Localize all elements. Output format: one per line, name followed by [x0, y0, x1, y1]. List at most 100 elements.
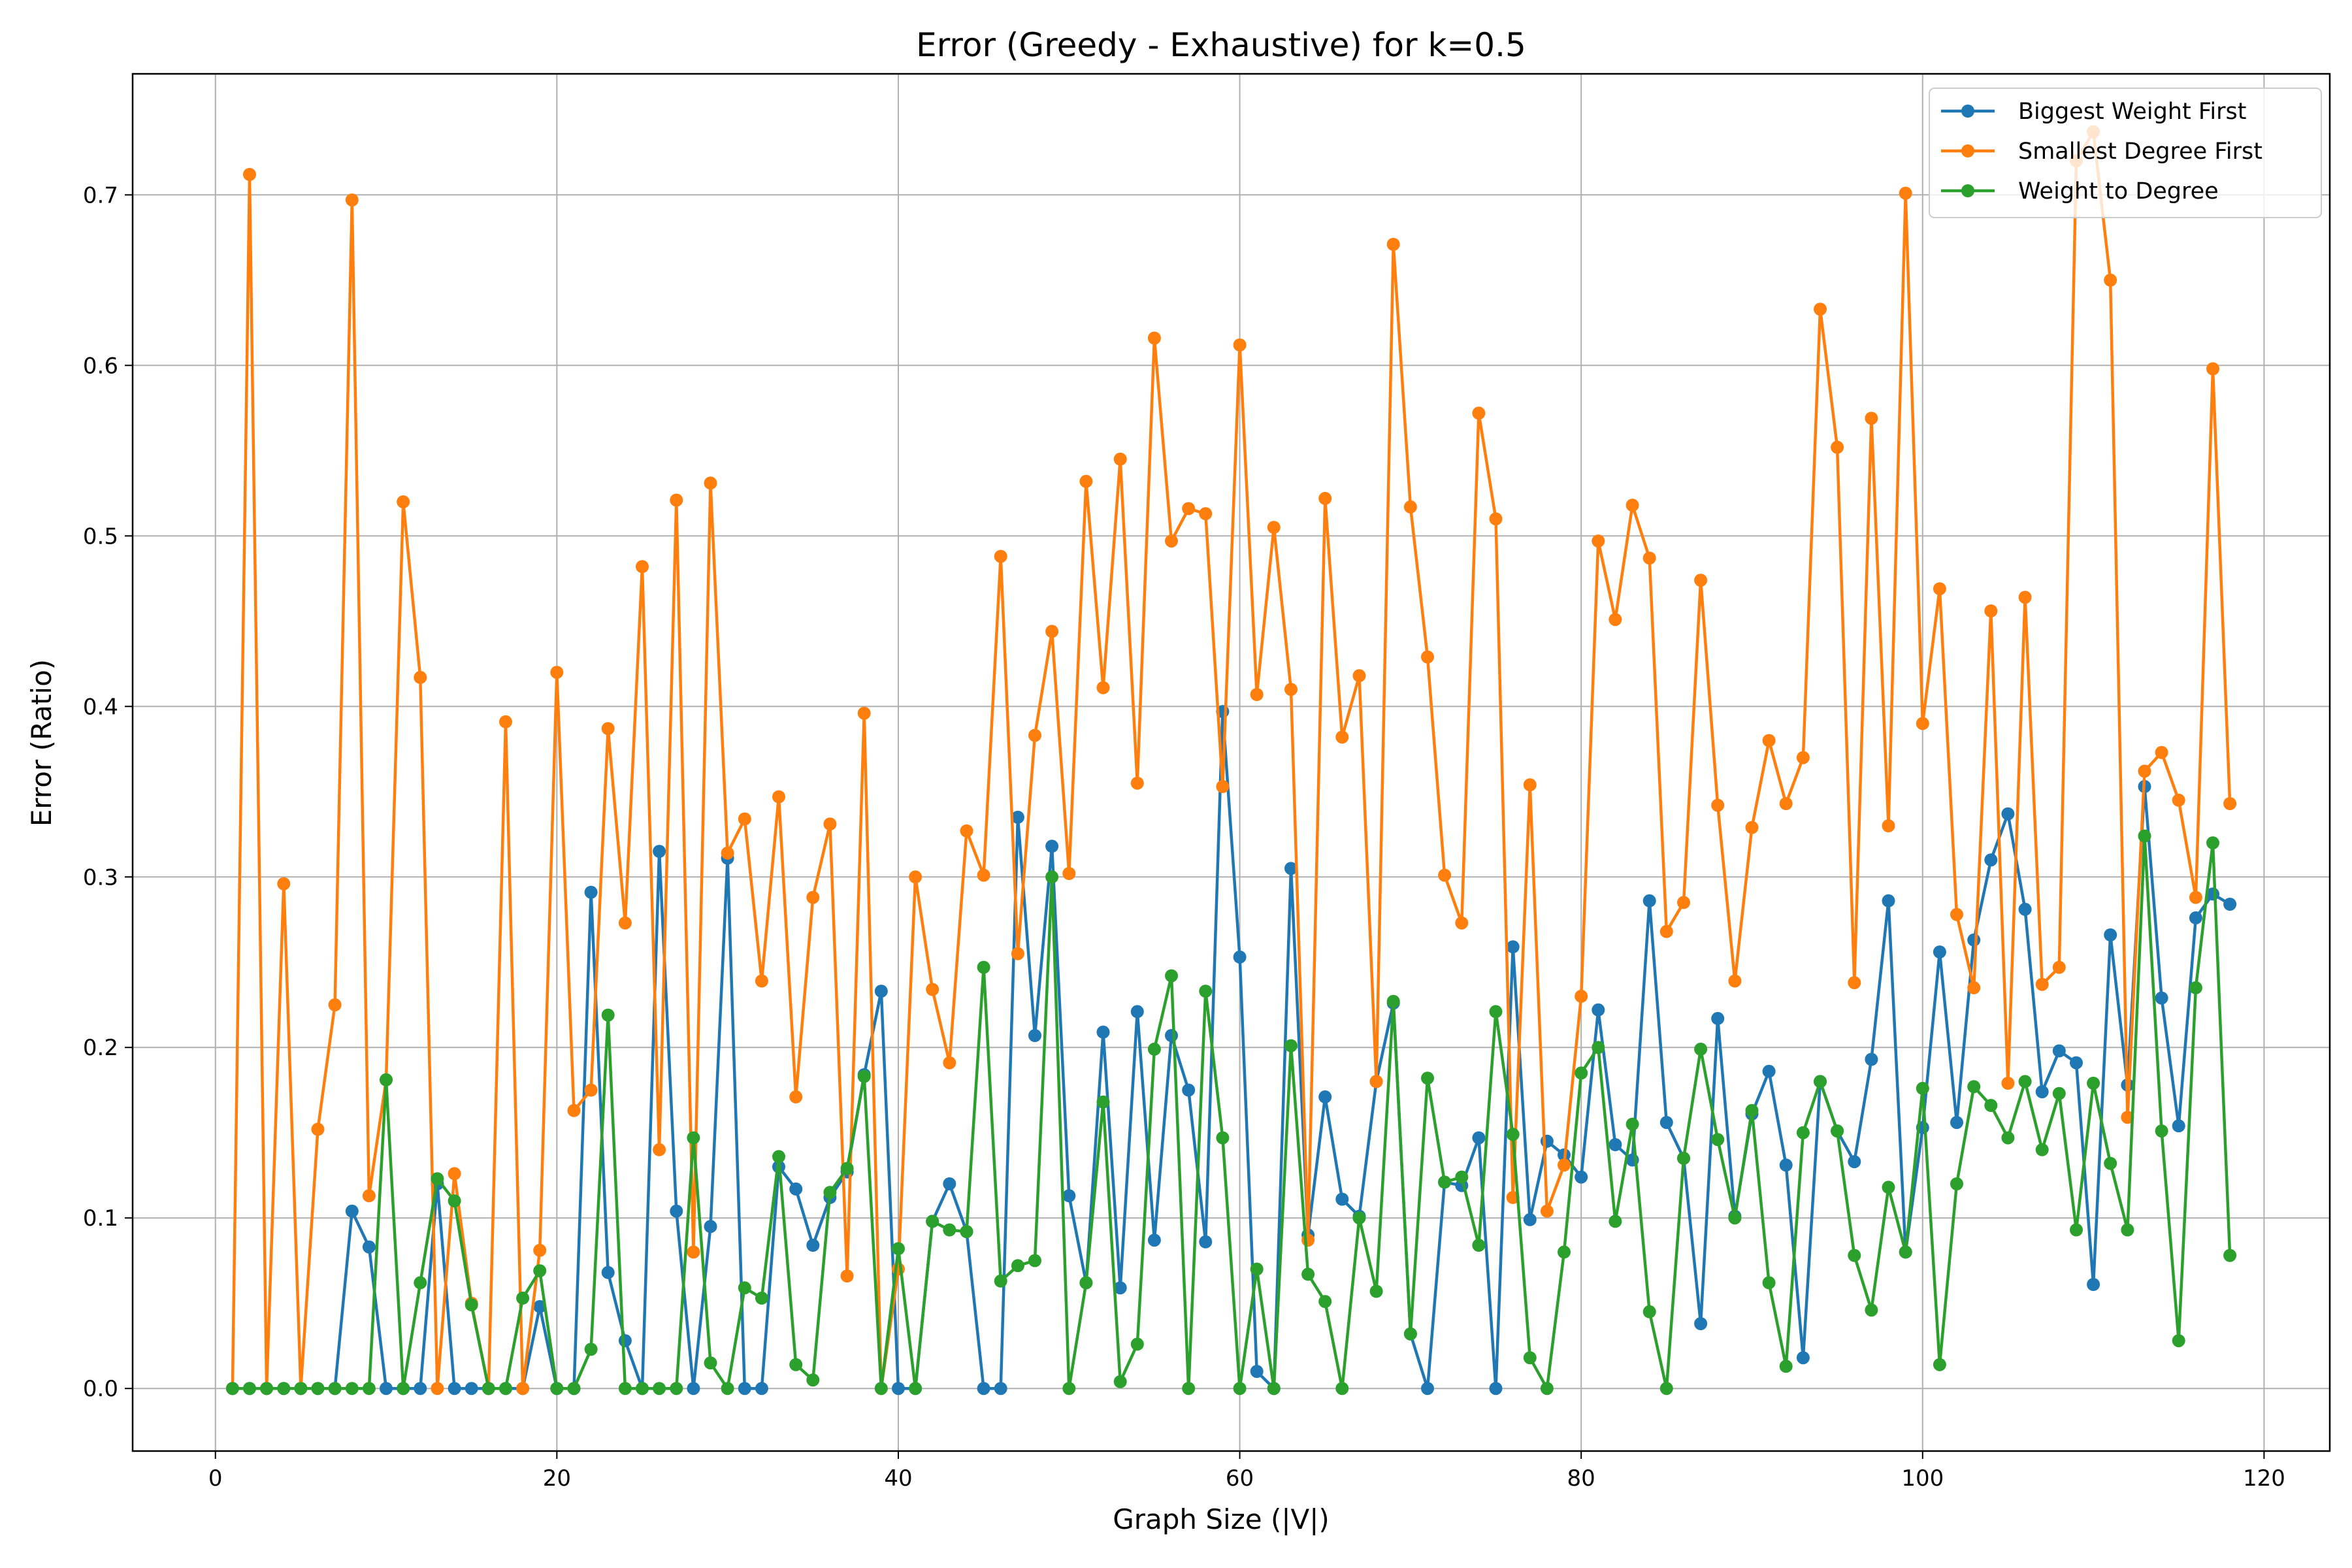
data-point: [1592, 534, 1605, 548]
data-point: [448, 1167, 461, 1181]
data-point: [465, 1382, 478, 1396]
data-point: [345, 1204, 359, 1218]
data-point: [1472, 1131, 1486, 1145]
data-point: [2001, 807, 2015, 821]
data-point: [772, 1150, 785, 1164]
data-point: [1540, 1134, 1554, 1148]
data-point: [1165, 534, 1178, 548]
data-point: [943, 1056, 956, 1070]
data-point: [1165, 969, 1178, 983]
data-point: [1403, 500, 1417, 514]
data-point: [806, 890, 820, 904]
data-point: [1916, 717, 1929, 730]
data-point: [1745, 1103, 1759, 1117]
data-point: [1711, 1133, 1725, 1147]
x-tick-label: 60: [1226, 1465, 1254, 1492]
data-point: [977, 1382, 990, 1396]
data-point: [1540, 1204, 1554, 1218]
data-point: [1711, 798, 1725, 812]
data-point: [362, 1189, 376, 1203]
data-point: [823, 817, 837, 831]
data-point: [1831, 1124, 1844, 1138]
data-point: [1694, 1317, 1708, 1330]
data-point: [1250, 1365, 1264, 1379]
data-point: [1284, 1039, 1298, 1053]
data-point: [738, 812, 751, 826]
data-point: [1045, 840, 1059, 853]
data-point: [1882, 1181, 1895, 1194]
series-layer: [225, 125, 2237, 1396]
data-point: [277, 1382, 291, 1396]
data-point: [1284, 683, 1298, 696]
data-point: [499, 715, 512, 728]
data-point: [584, 885, 598, 899]
data-point: [1728, 974, 1742, 988]
data-point: [2018, 591, 2032, 604]
data-point: [2189, 911, 2202, 924]
data-point: [960, 1225, 973, 1239]
data-point: [1062, 1382, 1076, 1396]
data-point: [1096, 1025, 1110, 1039]
data-point: [243, 1382, 256, 1396]
data-point: [1933, 945, 1946, 959]
y-tick-label: 0.1: [83, 1205, 118, 1232]
data-point: [1642, 894, 1656, 907]
data-point: [1659, 1116, 1673, 1130]
data-point: [1796, 1126, 1810, 1139]
data-point: [1848, 1249, 1861, 1262]
data-point: [2018, 1075, 2032, 1088]
data-point: [1489, 1382, 1503, 1396]
data-point: [823, 1186, 837, 1200]
data-point: [550, 1382, 564, 1396]
data-point: [2172, 1334, 2185, 1348]
data-point: [2052, 1086, 2066, 1100]
y-tick-label: 0.0: [83, 1376, 118, 1402]
data-point: [2035, 1085, 2049, 1099]
data-point: [1455, 1170, 1469, 1184]
data-point: [926, 1215, 939, 1228]
data-point: [704, 1220, 717, 1233]
data-point: [2155, 1124, 2168, 1138]
data-point: [1865, 1303, 1878, 1317]
x-axis-title: Graph Size (|V|): [1113, 1503, 1330, 1535]
data-point: [1694, 574, 1708, 587]
data-point: [670, 493, 683, 507]
data-point: [397, 495, 410, 509]
data-point: [1369, 1075, 1383, 1088]
legend-box: [1929, 88, 2322, 218]
data-point: [1318, 491, 1332, 505]
data-point: [1642, 1305, 1656, 1318]
x-tick-label: 40: [884, 1465, 912, 1492]
data-point: [840, 1269, 854, 1282]
data-point: [755, 1291, 768, 1305]
data-point: [1967, 933, 1981, 947]
y-tick-label: 0.3: [83, 864, 118, 890]
data-point: [2001, 1077, 2015, 1090]
data-point: [1592, 1041, 1605, 1054]
data-point: [909, 1382, 923, 1396]
legend-label: Smallest Degree First: [2018, 139, 2262, 165]
data-point: [1199, 1235, 1213, 1249]
data-point: [1575, 1066, 1588, 1080]
data-point: [670, 1204, 683, 1218]
data-point: [1028, 1029, 1041, 1042]
data-point: [1558, 1245, 1571, 1259]
data-point: [601, 722, 615, 736]
data-point: [1147, 331, 1161, 345]
data-point: [1455, 916, 1469, 930]
data-point: [994, 549, 1007, 563]
data-point: [1438, 1175, 1452, 1189]
data-point: [2206, 836, 2219, 850]
y-tick-label: 0.2: [83, 1035, 118, 1061]
data-point: [772, 790, 785, 804]
data-point: [2138, 829, 2151, 843]
data-point: [1011, 947, 1024, 960]
data-point: [1745, 821, 1759, 834]
data-point: [584, 1343, 598, 1356]
data-point: [2087, 1278, 2100, 1291]
data-point: [1267, 521, 1281, 534]
data-point: [1182, 1382, 1196, 1396]
data-point: [1984, 1099, 1998, 1112]
data-point: [380, 1382, 393, 1396]
